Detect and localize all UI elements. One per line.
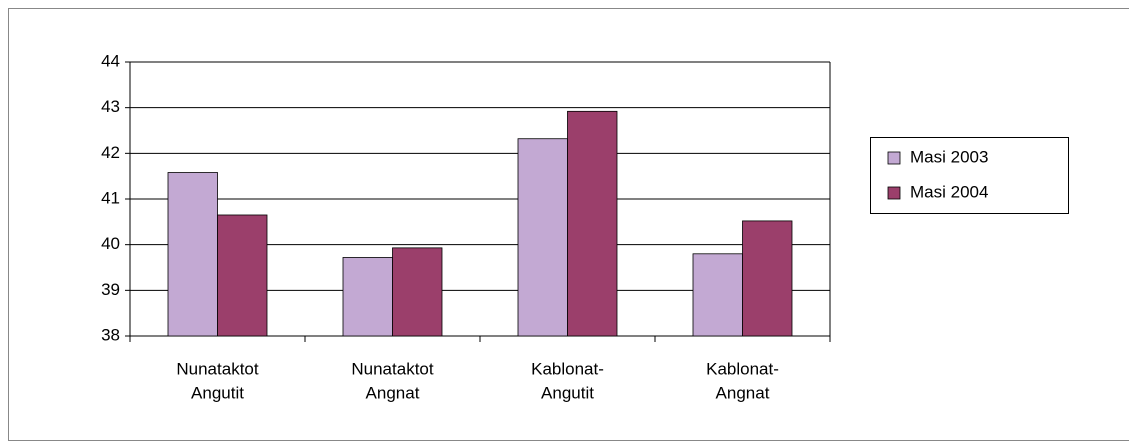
x-tick-label: Angutit [541, 383, 594, 402]
y-tick-label: 44 [101, 51, 120, 70]
y-tick-label: 39 [101, 280, 120, 299]
x-tick-label: Angutit [191, 383, 244, 402]
legend-swatch [887, 151, 901, 165]
bar [567, 110, 618, 337]
legend-swatch [887, 186, 901, 200]
y-tick-label: 40 [101, 234, 120, 253]
bar [392, 247, 443, 337]
bar [217, 214, 268, 337]
legend-label: Masi 2003 [910, 147, 988, 166]
x-tick-label: Nunataktot [351, 359, 433, 378]
x-tick-label: Nunataktot [176, 359, 258, 378]
x-tick-label: Angnat [366, 383, 420, 402]
x-tick-label: Angnat [716, 383, 770, 402]
bar [342, 257, 393, 337]
y-tick-label: 38 [101, 325, 120, 344]
y-tick-label: 42 [101, 143, 120, 162]
y-tick-label: 41 [101, 188, 120, 207]
bar [517, 138, 568, 337]
bar [692, 253, 743, 337]
legend-box [870, 137, 1069, 214]
bar [742, 220, 793, 337]
bar [167, 172, 218, 337]
x-tick-label: Kablonat- [531, 359, 604, 378]
x-tick-label: Kablonat- [706, 359, 779, 378]
legend-label: Masi 2004 [910, 182, 988, 201]
y-tick-label: 43 [101, 97, 120, 116]
